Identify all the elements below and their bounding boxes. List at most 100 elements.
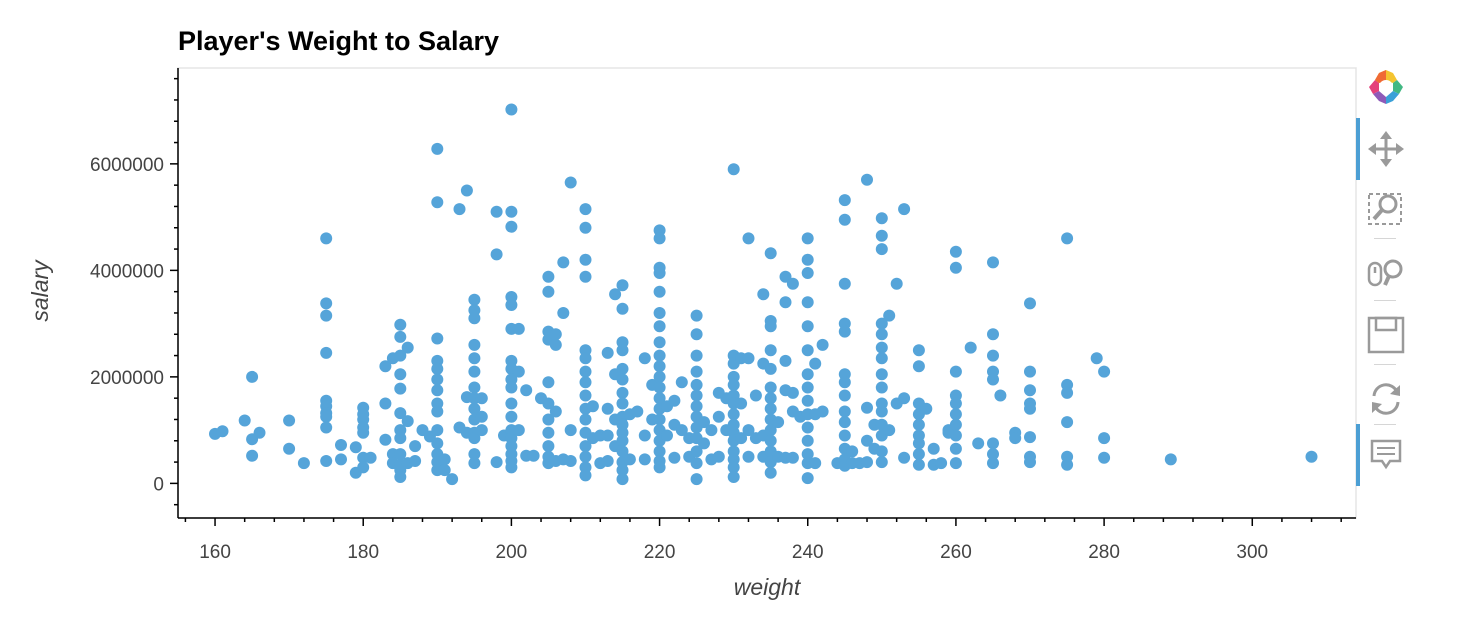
data-point: [1024, 431, 1036, 444]
data-point: [801, 253, 814, 266]
data-point: [409, 455, 422, 467]
data-point: [949, 429, 962, 442]
data-point: [475, 392, 488, 405]
data-point: [875, 229, 888, 242]
data-point: [898, 392, 911, 405]
data-point: [912, 448, 925, 461]
data-point: [616, 473, 629, 486]
data-point: [557, 256, 570, 269]
data-point: [505, 220, 518, 233]
data-point: [764, 392, 777, 405]
data-point: [764, 344, 777, 357]
x-tick-label: 160: [199, 542, 231, 563]
data-point: [653, 307, 666, 319]
data-point: [579, 253, 592, 266]
data-point: [520, 384, 533, 397]
data-point: [586, 400, 599, 413]
data-point: [431, 405, 444, 418]
reset-icon[interactable]: [1356, 374, 1416, 424]
data-point: [757, 288, 770, 301]
wheel-zoom-icon[interactable]: [1356, 248, 1416, 298]
data-point: [742, 450, 755, 463]
data-point: [735, 397, 748, 410]
data-point: [801, 296, 814, 309]
data-point: [1024, 384, 1036, 397]
data-point: [690, 473, 703, 486]
data-point: [216, 425, 229, 438]
data-points: [209, 103, 1318, 486]
x-tick-label: 180: [347, 542, 379, 563]
data-point: [801, 232, 814, 245]
data-point: [490, 456, 503, 469]
data-point: [653, 445, 666, 458]
data-point: [616, 373, 629, 386]
data-point: [431, 142, 444, 155]
hover-icon[interactable]: [1356, 424, 1416, 486]
data-point: [690, 365, 703, 378]
data-point: [949, 408, 962, 421]
data-point: [512, 365, 525, 378]
data-point: [1098, 451, 1111, 464]
data-point: [394, 432, 407, 445]
data-point: [505, 103, 518, 116]
data-point: [949, 457, 962, 470]
data-point: [601, 402, 614, 415]
data-point: [764, 402, 777, 415]
data-point: [875, 317, 888, 330]
data-point: [816, 405, 829, 418]
data-point: [749, 389, 762, 402]
data-point: [742, 352, 755, 365]
data-point: [505, 205, 518, 218]
data-point: [690, 457, 703, 470]
bokeh-logo-icon[interactable]: [1356, 62, 1416, 112]
data-point: [601, 429, 614, 442]
data-point: [987, 373, 999, 386]
data-point: [809, 457, 822, 470]
data-point: [601, 455, 614, 467]
data-point: [698, 416, 710, 429]
data-point: [809, 357, 822, 370]
data-point: [786, 277, 799, 290]
data-point: [542, 376, 555, 389]
data-point: [1024, 365, 1036, 378]
data-point: [616, 344, 629, 357]
data-point: [661, 429, 673, 442]
toolbar-separator: [1374, 364, 1396, 365]
data-point: [542, 270, 555, 283]
data-point: [779, 354, 792, 367]
data-point: [431, 362, 444, 375]
data-point: [890, 277, 903, 290]
data-point: [653, 349, 666, 362]
data-point: [512, 322, 525, 335]
data-point: [801, 421, 814, 434]
y-tick-label: 4000000: [90, 261, 164, 282]
pan-icon[interactable]: [1356, 118, 1416, 180]
x-tick-label: 300: [1236, 542, 1268, 563]
data-point: [653, 381, 666, 394]
data-point: [490, 205, 503, 218]
data-point: [1009, 432, 1022, 445]
data-point: [875, 341, 888, 354]
data-point: [964, 341, 977, 354]
data-point: [579, 203, 592, 216]
data-point: [653, 413, 666, 426]
data-point: [579, 376, 592, 389]
data-point: [912, 458, 925, 471]
x-tick-label: 220: [644, 542, 676, 563]
data-point: [320, 421, 333, 434]
save-icon[interactable]: [1356, 310, 1416, 360]
data-point: [838, 389, 851, 402]
data-point: [801, 394, 814, 407]
data-point: [579, 440, 592, 453]
box-zoom-icon[interactable]: [1356, 184, 1416, 234]
data-point: [512, 424, 525, 437]
data-point: [505, 397, 518, 410]
data-point: [987, 328, 999, 341]
data-point: [764, 424, 777, 437]
data-point: [838, 429, 851, 442]
data-point: [320, 297, 333, 310]
data-point: [927, 442, 940, 455]
data-point: [401, 341, 414, 354]
data-point: [616, 386, 629, 399]
